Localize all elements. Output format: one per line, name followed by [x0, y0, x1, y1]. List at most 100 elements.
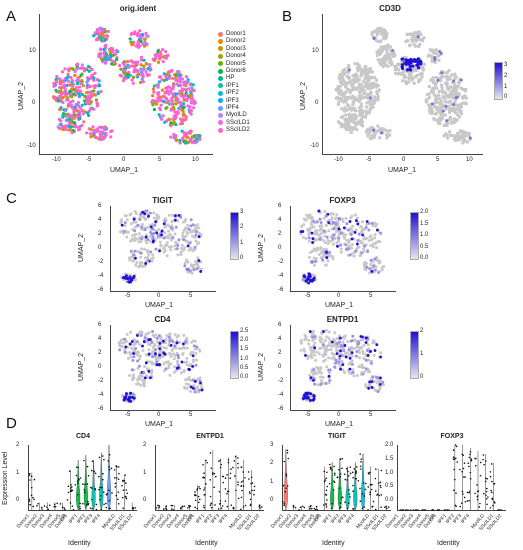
- cell-point: [447, 130, 452, 134]
- cell-point: [351, 85, 356, 89]
- cell-point: [181, 106, 185, 110]
- data-point: [220, 507, 223, 510]
- cell-point: [326, 242, 330, 246]
- cell-point: [73, 73, 77, 77]
- expressing-cell: [130, 340, 134, 343]
- panel-d-ylabel: Expression Level: [2, 451, 9, 505]
- data-point: [360, 468, 362, 470]
- data-point: [479, 461, 482, 464]
- cell-point: [194, 351, 198, 355]
- cell-point: [312, 350, 316, 354]
- cell-point: [142, 64, 146, 68]
- data-point: [346, 507, 349, 510]
- cell-point: [321, 239, 325, 243]
- expressing-cell: [162, 339, 165, 343]
- expressing-cell: [370, 380, 374, 384]
- data-point: [194, 499, 197, 502]
- data-point: [181, 505, 184, 508]
- cell-point: [315, 350, 319, 354]
- cell-point: [194, 135, 198, 139]
- expressing-cell: [155, 337, 159, 340]
- data-point: [237, 481, 239, 484]
- panel-c-cbar-tick: 0.5: [420, 243, 429, 250]
- cell-point: [356, 121, 360, 125]
- data-point: [249, 504, 252, 507]
- cell-point: [373, 75, 377, 80]
- cell-point: [79, 66, 83, 70]
- data-point: [209, 495, 212, 498]
- expressing-cell: [430, 102, 434, 106]
- data-point: [349, 466, 352, 468]
- cell-point: [347, 112, 352, 117]
- cell-point: [338, 84, 342, 89]
- expressing-cell: [192, 386, 195, 390]
- legend-swatch: [218, 53, 223, 59]
- cell-point: [183, 261, 187, 265]
- data-point: [298, 509, 300, 511]
- violin-body: [345, 466, 350, 511]
- expressing-cell: [147, 352, 151, 356]
- cell-point: [417, 78, 421, 82]
- legend-label: Donor1: [226, 31, 246, 37]
- data-point: [103, 458, 105, 461]
- cell-point: [444, 81, 448, 85]
- cell-point: [85, 111, 90, 115]
- cell-point: [353, 338, 357, 342]
- cell-point: [154, 53, 158, 58]
- data-point: [326, 471, 328, 474]
- cell-point: [161, 114, 165, 118]
- expressing-cell: [136, 223, 140, 227]
- cell-point: [404, 80, 408, 84]
- cell-point: [101, 137, 105, 141]
- cell-point: [145, 72, 149, 77]
- panel-d-axes: [397, 445, 506, 511]
- panel-c-ytick: 2: [98, 231, 102, 237]
- cell-point: [125, 218, 129, 222]
- cell-point: [393, 71, 398, 76]
- expressing-cell: [149, 225, 153, 229]
- panel-label-a: A: [6, 8, 17, 25]
- expressing-cell: [452, 103, 456, 106]
- expressing-cell: [156, 234, 160, 238]
- expressing-cell: [369, 96, 372, 100]
- cell-point: [365, 92, 369, 96]
- expressing-cell: [373, 257, 377, 261]
- panel-c-xtick: -5: [305, 293, 311, 299]
- cell-point: [162, 72, 166, 76]
- cell-point: [448, 99, 453, 103]
- cell-point: [375, 28, 379, 32]
- cell-point: [327, 330, 331, 334]
- data-point: [401, 509, 403, 511]
- panel-c-cbar-tick: 2.5: [240, 328, 249, 334]
- data-point: [82, 483, 84, 486]
- data-point: [63, 507, 66, 509]
- cell-point: [114, 48, 118, 52]
- expressing-cell: [301, 278, 305, 282]
- data-point: [213, 486, 215, 489]
- cell-point: [181, 247, 185, 251]
- expressing-cell: [154, 247, 158, 251]
- data-point: [346, 479, 349, 481]
- cell-point: [328, 341, 332, 345]
- data-point: [86, 483, 89, 485]
- panel-c-axes: [110, 206, 216, 292]
- cell-point: [300, 341, 304, 345]
- cell-point: [445, 136, 450, 140]
- data-point: [479, 502, 481, 505]
- expressing-cell: [154, 348, 157, 351]
- expressing-cell: [372, 264, 376, 268]
- cell-point: [139, 39, 143, 44]
- expressing-cell: [372, 36, 376, 40]
- data-point: [339, 476, 342, 478]
- cell-point: [195, 260, 199, 264]
- expressing-cell: [436, 78, 440, 82]
- cell-point: [312, 256, 316, 260]
- cell-point: [95, 104, 100, 108]
- data-point: [355, 471, 357, 474]
- cell-point: [126, 356, 130, 360]
- cell-point: [134, 278, 138, 282]
- cell-point: [60, 70, 65, 74]
- data-point: [309, 508, 311, 510]
- data-point: [83, 489, 86, 491]
- data-point: [287, 457, 290, 460]
